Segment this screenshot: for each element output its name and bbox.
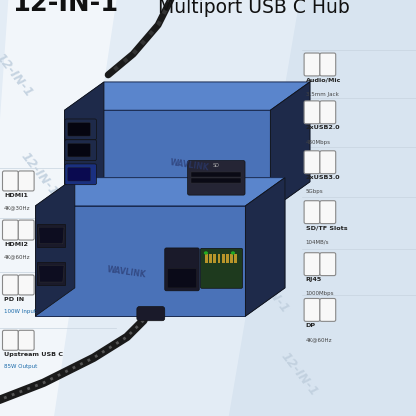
FancyBboxPatch shape (2, 330, 18, 350)
Polygon shape (0, 0, 116, 416)
FancyBboxPatch shape (65, 140, 97, 161)
Text: SD: SD (213, 163, 220, 168)
FancyBboxPatch shape (68, 168, 90, 181)
Text: 12-IN-1: 12-IN-1 (12, 0, 119, 17)
Bar (191, 178, 241, 183)
FancyBboxPatch shape (18, 275, 34, 295)
Polygon shape (35, 178, 285, 206)
FancyBboxPatch shape (304, 201, 320, 224)
Bar (209, 254, 212, 263)
Ellipse shape (231, 251, 235, 255)
FancyBboxPatch shape (165, 248, 199, 291)
Polygon shape (270, 82, 310, 210)
Polygon shape (37, 262, 65, 285)
Bar (234, 254, 237, 263)
FancyBboxPatch shape (320, 151, 336, 174)
Polygon shape (245, 178, 285, 316)
FancyBboxPatch shape (18, 330, 34, 350)
FancyBboxPatch shape (18, 171, 34, 191)
FancyBboxPatch shape (320, 201, 336, 224)
Text: 85W Output: 85W Output (4, 364, 37, 369)
Text: 5Gbps: 5Gbps (306, 190, 323, 195)
Polygon shape (0, 0, 300, 416)
FancyBboxPatch shape (320, 299, 336, 321)
FancyBboxPatch shape (137, 307, 165, 321)
Text: Audio/Mic: Audio/Mic (306, 77, 341, 83)
Ellipse shape (204, 251, 208, 255)
FancyBboxPatch shape (304, 299, 320, 321)
FancyBboxPatch shape (201, 248, 243, 288)
FancyBboxPatch shape (304, 101, 320, 124)
FancyBboxPatch shape (2, 220, 18, 240)
Bar (226, 254, 229, 263)
Text: SD/TF Slots: SD/TF Slots (306, 225, 347, 230)
Text: 104MB/s: 104MB/s (306, 240, 329, 245)
Polygon shape (35, 206, 245, 316)
FancyBboxPatch shape (68, 123, 90, 136)
Text: HDMI1: HDMI1 (4, 193, 28, 198)
Polygon shape (64, 82, 104, 210)
Text: 12-IN-1: 12-IN-1 (18, 150, 61, 199)
Polygon shape (270, 82, 310, 210)
Polygon shape (35, 178, 75, 316)
Bar (218, 254, 220, 263)
Text: 12-IN-1: 12-IN-1 (45, 254, 88, 303)
FancyBboxPatch shape (2, 171, 18, 191)
Bar (205, 254, 208, 263)
Text: 4K@60Hz: 4K@60Hz (306, 337, 332, 342)
FancyBboxPatch shape (320, 253, 336, 276)
Text: 12-IN-1: 12-IN-1 (249, 267, 292, 316)
FancyBboxPatch shape (65, 119, 97, 140)
FancyBboxPatch shape (188, 161, 245, 195)
FancyBboxPatch shape (18, 220, 34, 240)
Text: 2xUSB3.0: 2xUSB3.0 (306, 176, 340, 181)
Text: 4K@60Hz: 4K@60Hz (4, 254, 31, 259)
Text: WAVLINK: WAVLINK (169, 158, 209, 172)
Polygon shape (39, 265, 64, 282)
Text: 3.5mm Jack: 3.5mm Jack (306, 92, 339, 97)
Text: RJ45: RJ45 (306, 277, 322, 282)
Polygon shape (64, 110, 270, 210)
FancyBboxPatch shape (320, 101, 336, 124)
FancyBboxPatch shape (68, 144, 90, 157)
Text: 1000Mbps: 1000Mbps (306, 291, 334, 297)
Text: WAVLINK: WAVLINK (107, 265, 147, 279)
Polygon shape (37, 224, 65, 247)
Bar (191, 172, 241, 177)
Polygon shape (39, 227, 64, 244)
FancyBboxPatch shape (168, 269, 196, 288)
FancyBboxPatch shape (65, 164, 97, 185)
Text: PD IN: PD IN (4, 297, 24, 302)
FancyBboxPatch shape (320, 53, 336, 76)
Text: DP: DP (306, 323, 316, 328)
Text: 2xUSB2.0: 2xUSB2.0 (306, 125, 340, 131)
Text: Upstream USB C: Upstream USB C (4, 352, 63, 357)
Text: 4K@30Hz: 4K@30Hz (4, 205, 31, 210)
Bar (213, 254, 216, 263)
FancyBboxPatch shape (304, 151, 320, 174)
Text: HDMI2: HDMI2 (4, 242, 28, 247)
FancyBboxPatch shape (304, 53, 320, 76)
Polygon shape (64, 82, 310, 110)
Polygon shape (245, 178, 285, 316)
Text: 12-IN-1: 12-IN-1 (278, 350, 321, 399)
Bar (222, 254, 225, 263)
FancyBboxPatch shape (2, 275, 18, 295)
Bar (230, 254, 233, 263)
Text: 100W Input: 100W Input (4, 309, 36, 314)
Text: 480Mbps: 480Mbps (306, 139, 331, 145)
Text: Multiport USB C Hub: Multiport USB C Hub (152, 0, 349, 17)
Text: 12-IN-1: 12-IN-1 (0, 50, 36, 99)
FancyBboxPatch shape (304, 253, 320, 276)
